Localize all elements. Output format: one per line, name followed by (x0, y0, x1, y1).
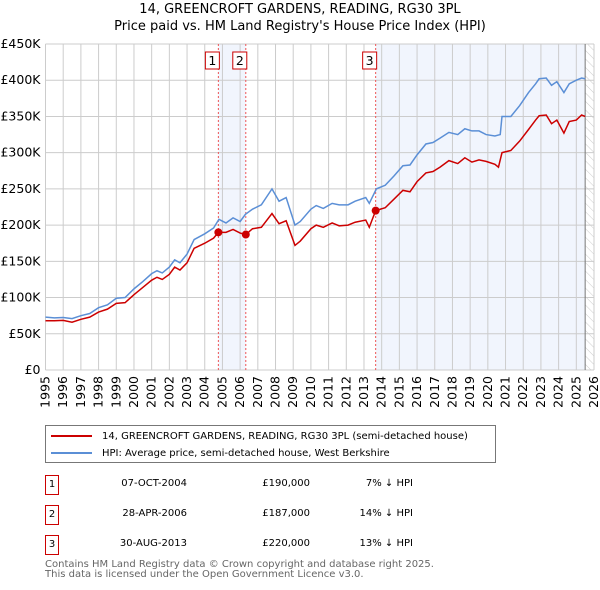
sale-hpi-diff: 13% ↓ HPI (359, 538, 413, 549)
x-tick-label: 1995 (38, 376, 53, 408)
x-tick-label: 2019 (462, 376, 477, 408)
y-tick-label: £150K (0, 253, 41, 268)
x-tick-label: 2022 (515, 376, 530, 408)
x-tick-label: 2010 (303, 376, 318, 408)
legend-swatch-property (51, 435, 92, 437)
x-tick-label: 2014 (374, 376, 389, 408)
sale-hpi-diff: 7% ↓ HPI (365, 478, 413, 489)
x-tick-label: 2026 (586, 376, 600, 408)
sale-label: 3 (366, 53, 374, 68)
y-tick-label: £100K (0, 290, 41, 305)
y-tick-label: £300K (0, 145, 41, 160)
x-tick-label: 2004 (197, 376, 212, 408)
legend-swatch-hpi (51, 452, 92, 454)
y-tick-label: £250K (0, 181, 41, 196)
x-tick-label: 2009 (285, 376, 300, 408)
sale-row: 2 28-APR-2006 £187,000 14% ↓ HPI (45, 505, 445, 525)
chart-subtitle: Price paid vs. HM Land Registry's House … (114, 19, 486, 34)
footer-licence: This data is licensed under the Open Gov… (45, 569, 364, 580)
y-tick-label: £200K (0, 217, 41, 232)
x-tick-label: 2011 (321, 376, 336, 408)
hpi-line (45, 77, 586, 320)
sale-label-box (232, 51, 248, 70)
x-tick-label: 2003 (179, 376, 194, 408)
x-tick-label: 2000 (126, 376, 141, 408)
x-tick-label: 2025 (568, 376, 583, 408)
sale-row: 3 30-AUG-2013 £220,000 13% ↓ HPI (45, 535, 445, 555)
x-tick-label: 1999 (108, 376, 123, 408)
x-tick-label: 2018 (444, 376, 459, 408)
x-tick-label: 2008 (268, 376, 283, 408)
x-tick-label: 2002 (161, 376, 176, 408)
x-tick-label: 2007 (250, 376, 265, 408)
x-tick-label: 2016 (409, 376, 424, 408)
legend-label-hpi: HPI: Average price, semi-detached house,… (102, 447, 390, 459)
footer: Contains HM Land Registry data © Crown c… (45, 560, 434, 580)
chart-title: 14, GREENCROFT GARDENS, READING, RG30 3P… (139, 2, 461, 17)
y-tick-label: £400K (0, 72, 41, 87)
sale-label: 2 (236, 53, 244, 68)
y-tick-label: £450K (0, 36, 41, 51)
x-tick-label: 2012 (338, 376, 353, 408)
sale-badge: 1 (45, 475, 59, 495)
sale-hpi-diff: 14% ↓ HPI (359, 508, 413, 519)
x-tick-label: 2001 (144, 376, 159, 408)
shaded-ownership-period (375, 44, 586, 370)
x-tick-label: 2021 (498, 376, 513, 408)
sale-date: 30-AUG-2013 (119, 538, 187, 549)
x-tick-label: 2017 (427, 376, 442, 408)
legend: 14, GREENCROFT GARDENS, READING, RG30 3P… (45, 425, 496, 463)
sale-label: 1 (208, 53, 216, 68)
future-hatch (585, 44, 594, 370)
x-tick-label: 2015 (391, 376, 406, 408)
sale-date: 07-OCT-2004 (121, 478, 187, 489)
footer-copyright: Contains HM Land Registry data © Crown c… (45, 559, 434, 570)
legend-label-property: 14, GREENCROFT GARDENS, READING, RG30 3P… (102, 430, 468, 442)
sale-point (241, 230, 250, 239)
x-tick-label: 2024 (551, 376, 566, 408)
x-tick-label: 2005 (214, 376, 229, 408)
sale-label-box (362, 51, 378, 70)
x-tick-label: 2020 (480, 376, 495, 408)
y-tick-label: £50K (8, 326, 41, 341)
sale-price: £190,000 (262, 478, 310, 489)
price-paid-line (45, 114, 586, 323)
shaded-ownership-period (218, 44, 246, 370)
x-tick-label: 2013 (356, 376, 371, 408)
sale-price: £220,000 (262, 538, 310, 549)
plot-area: 1995 1996 1997 1998 1999 2000 2001 2002 2003 2004… (0, 36, 600, 408)
sale-label-box (204, 51, 220, 70)
sale-date: 28-APR-2006 (122, 508, 187, 519)
x-tick-label: 2006 (232, 376, 247, 408)
sale-point (371, 206, 380, 215)
sale-price: £187,000 (262, 508, 310, 519)
y-tick-label: £350K (0, 108, 41, 123)
x-tick-label: 1996 (55, 376, 70, 408)
sale-row: 1 07-OCT-2004 £190,000 7% ↓ HPI (45, 475, 445, 495)
x-tick-label: 1997 (73, 376, 88, 408)
x-tick-label: 1998 (91, 376, 106, 408)
y-tick-label: £0 (25, 362, 41, 377)
sale-badge: 3 (45, 535, 59, 555)
sale-badge: 2 (45, 505, 59, 525)
sale-point (214, 228, 223, 237)
x-tick-label: 2023 (533, 376, 548, 408)
